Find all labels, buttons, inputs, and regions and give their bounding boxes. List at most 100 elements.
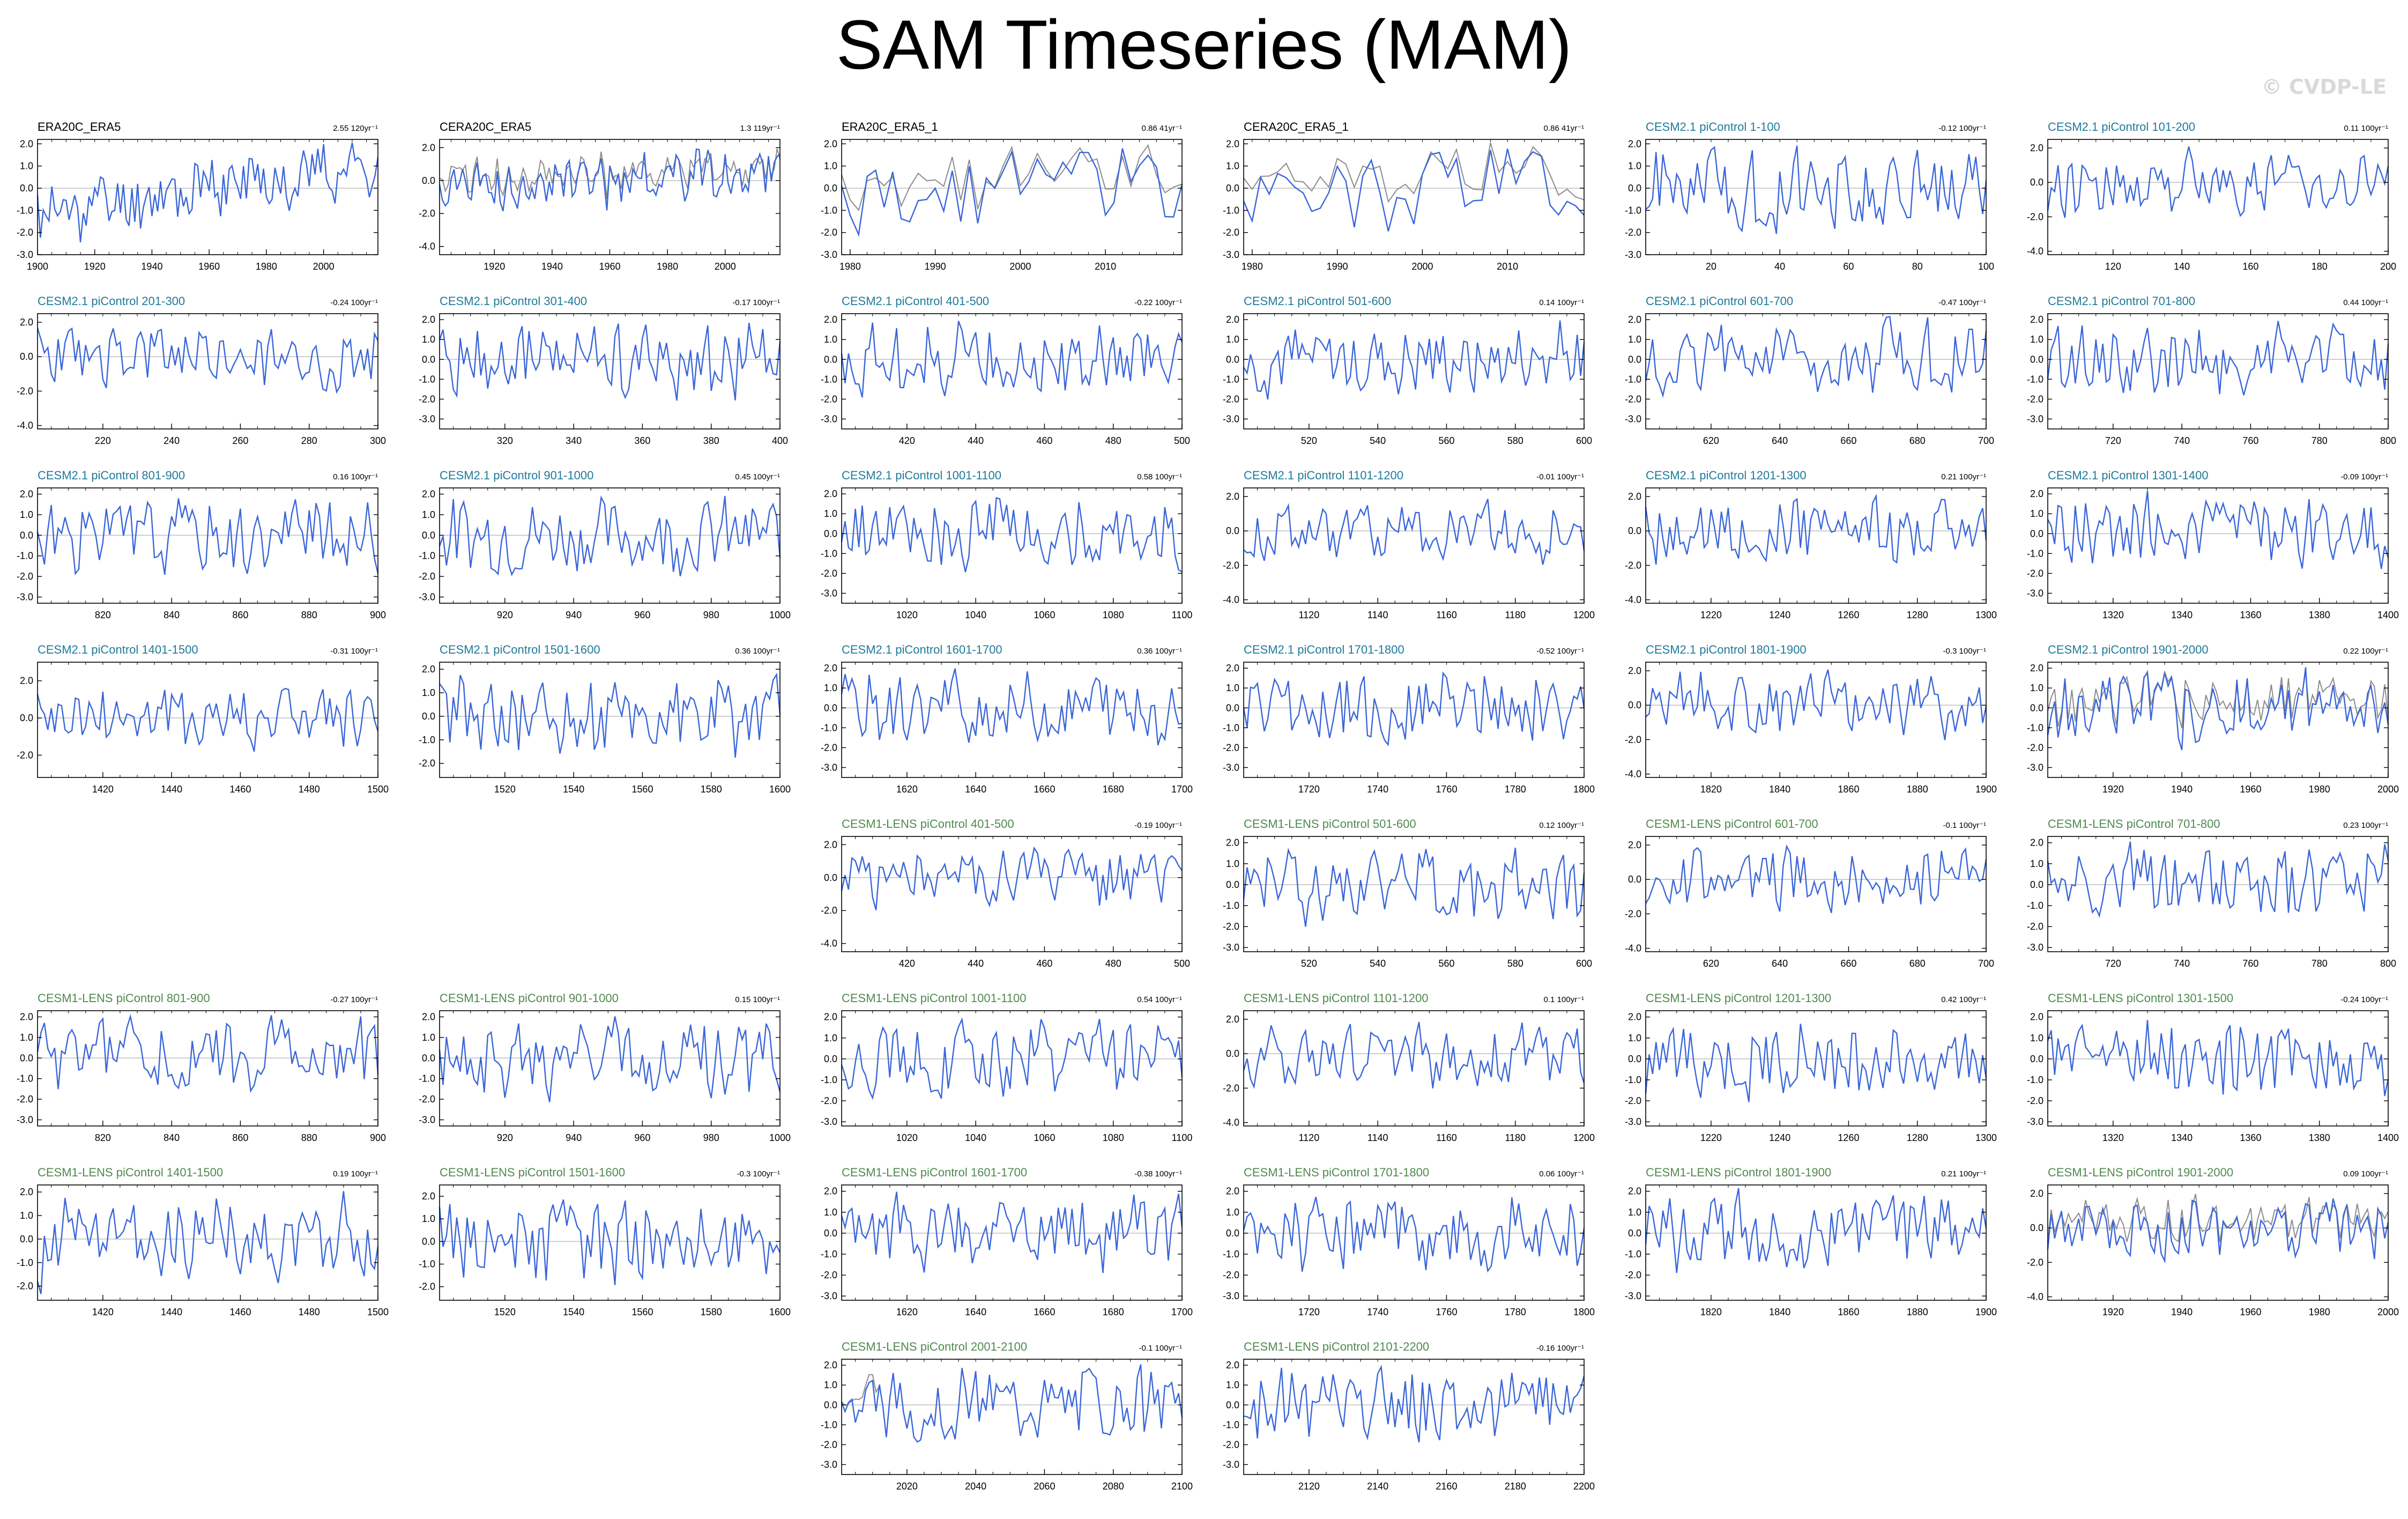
x-tick-label: 1560 [631, 784, 653, 795]
y-tick-label: -2.0 [1625, 1095, 1641, 1106]
timeseries-panel: CESM1-LENS piControl 1101-1200 0.1 100yr⁻… [1223, 991, 1595, 1143]
y-tick-label: 2.0 [2030, 143, 2043, 153]
panel-title: CESM2.1 piControl 101-200 [2048, 120, 2195, 134]
x-tick-label: 880 [301, 1132, 317, 1143]
y-tick-label: -2.0 [821, 227, 837, 238]
panel-title: CESM2.1 piControl 1601-1700 [842, 643, 1002, 656]
y-tick-label: 1.0 [2030, 508, 2043, 519]
panel-title: CESM1-LENS piControl 801-900 [38, 991, 210, 1005]
x-tick-label: 1380 [2309, 610, 2330, 620]
x-tick-label: 1060 [1034, 610, 1055, 620]
trend-label: -0.01 100yr⁻¹ [1536, 472, 1584, 481]
y-tick-label: -2.0 [419, 208, 435, 219]
y-tick-label: -2.0 [2027, 394, 2043, 404]
x-tick-label: 1160 [1436, 1132, 1457, 1143]
y-tick-label: -3.0 [17, 591, 33, 602]
y-tick-label: 1.0 [1226, 1380, 1239, 1390]
trend-label: -0.12 100yr⁻¹ [1938, 124, 1986, 133]
timeseries-panel: CESM1-LENS piControl 801-900 -0.27 100yr⁻… [17, 991, 386, 1143]
trend-label: 0.15 100yr⁻¹ [735, 995, 780, 1004]
y-tick-label: 2.0 [1226, 138, 1239, 149]
trend-label: -0.24 100yr⁻¹ [330, 298, 378, 307]
y-tick-label: -1.0 [1223, 722, 1239, 733]
x-tick-label: 980 [703, 610, 719, 620]
y-tick-label: 1.0 [1628, 1207, 1641, 1218]
x-tick-label: 940 [566, 610, 582, 620]
y-tick-label: 0.0 [2030, 528, 2043, 539]
y-tick-label: -4.0 [1625, 769, 1641, 780]
y-tick-label: 2.0 [422, 664, 435, 675]
series-line [36, 687, 379, 752]
x-tick-label: 1060 [1034, 1132, 1055, 1143]
trend-label: 0.19 100yr⁻¹ [333, 1169, 378, 1179]
x-tick-label: 1990 [1327, 261, 1348, 272]
y-tick-label: -1.0 [419, 551, 435, 561]
y-tick-label: -2.0 [2027, 921, 2043, 932]
x-tick-label: 1460 [229, 1307, 251, 1317]
y-tick-label: -2.0 [821, 905, 837, 916]
y-tick-label: -2.0 [1223, 560, 1239, 570]
x-tick-label: 1580 [701, 1307, 722, 1317]
y-tick-label: 0.0 [2030, 1222, 2043, 1233]
x-tick-label: 640 [1772, 958, 1788, 969]
timeseries-panel: CESM2.1 piControl 1101-1200 -0.01 100yr⁻¹… [1223, 469, 1595, 620]
timeseries-panel: CESM2.1 piControl 101-200 0.11 100yr⁻¹ 2.0… [2027, 120, 2396, 272]
y-tick-label: 0.0 [20, 1053, 33, 1063]
x-tick-label: 880 [301, 610, 317, 620]
plot-frame [37, 139, 378, 255]
y-tick-label: -2.0 [1223, 1439, 1239, 1450]
plot-frame [439, 313, 781, 429]
x-tick-label: 1900 [27, 261, 48, 272]
y-tick-label: 1.0 [824, 161, 837, 172]
trend-label: 0.11 100yr⁻¹ [2344, 124, 2388, 133]
panel-title: CESM1-LENS piControl 2001-2100 [842, 1340, 1027, 1353]
panel-title: CESM2.1 piControl 601-700 [1646, 294, 1793, 308]
trend-label: -0.19 100yr⁻¹ [1134, 821, 1182, 830]
panel-title: CERA20C_ERA5 [440, 120, 531, 134]
y-tick-label: 1.0 [1628, 1033, 1641, 1043]
panel-title: ERA20C_ERA5 [38, 120, 121, 134]
trend-label: -0.31 100yr⁻¹ [330, 647, 378, 656]
x-tick-label: 1940 [2171, 1307, 2193, 1317]
y-tick-label: -3.0 [821, 1459, 837, 1470]
x-tick-label: 1220 [1700, 1132, 1722, 1143]
y-tick-label: -2.0 [1223, 1083, 1239, 1093]
y-tick-label: 0.0 [1226, 525, 1239, 536]
x-tick-label: 2000 [1411, 261, 1433, 272]
y-tick-label: -2.0 [821, 1270, 837, 1280]
y-tick-label: -2.0 [1625, 560, 1641, 570]
x-tick-label: 180 [2312, 261, 2328, 272]
y-tick-label: -1.0 [1625, 205, 1641, 216]
x-tick-label: 460 [1036, 435, 1052, 446]
trend-label: -0.1 100yr⁻¹ [1943, 821, 1986, 830]
y-tick-label: -2.0 [419, 394, 435, 404]
x-tick-label: 1760 [1436, 1307, 1457, 1317]
y-tick-label: 1.0 [1628, 334, 1641, 345]
y-tick-label: 2.0 [1628, 1186, 1641, 1197]
y-tick-label: 0.0 [1226, 702, 1239, 713]
x-tick-label: 440 [968, 958, 984, 969]
y-tick-label: -2.0 [17, 386, 33, 396]
y-tick-label: 0.0 [1226, 1228, 1239, 1239]
x-tick-label: 1160 [1436, 610, 1457, 620]
y-tick-label: 2.0 [422, 489, 435, 500]
x-tick-label: 760 [2242, 958, 2258, 969]
x-tick-label: 2010 [1095, 261, 1116, 272]
y-tick-label: 2.0 [824, 1360, 837, 1370]
y-tick-label: 1.0 [2030, 1033, 2043, 1043]
panel-title: CESM2.1 piControl 1901-2000 [2048, 643, 2209, 656]
timeseries-panel: CESM2.1 piControl 1501-1600 0.36 100yr⁻¹ 2… [419, 643, 791, 795]
timeseries-panel: CESM1-LENS piControl 2101-2200 -0.16 100y… [1223, 1340, 1595, 1492]
plot-frame [439, 1184, 781, 1301]
y-tick-label: -3.0 [419, 1114, 435, 1125]
x-tick-label: 400 [772, 435, 788, 446]
x-tick-label: 1320 [2102, 1132, 2124, 1143]
x-tick-label: 1540 [563, 784, 584, 795]
y-tick-label: 1.0 [20, 1032, 33, 1043]
series-line [2047, 491, 2389, 569]
timeseries-panel: CESM1-LENS piControl 1401-1500 0.19 100yr… [17, 1166, 389, 1317]
x-tick-label: 1500 [367, 1307, 389, 1317]
x-tick-label: 1820 [1700, 784, 1722, 795]
x-tick-label: 580 [1507, 958, 1523, 969]
x-tick-label: 1980 [2309, 784, 2330, 795]
